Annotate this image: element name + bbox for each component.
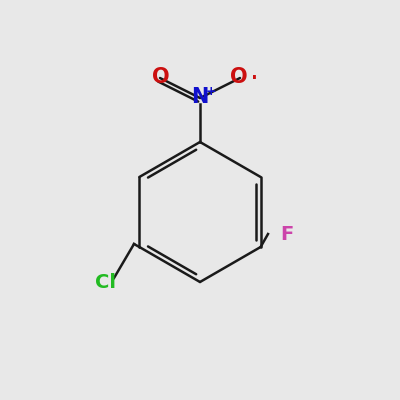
Text: N: N	[191, 87, 209, 107]
Text: F: F	[280, 224, 293, 244]
Text: O: O	[230, 67, 248, 87]
Text: O: O	[152, 67, 170, 87]
Text: Cl: Cl	[96, 272, 116, 292]
Text: ·: ·	[250, 65, 259, 93]
Text: +: +	[206, 85, 216, 98]
